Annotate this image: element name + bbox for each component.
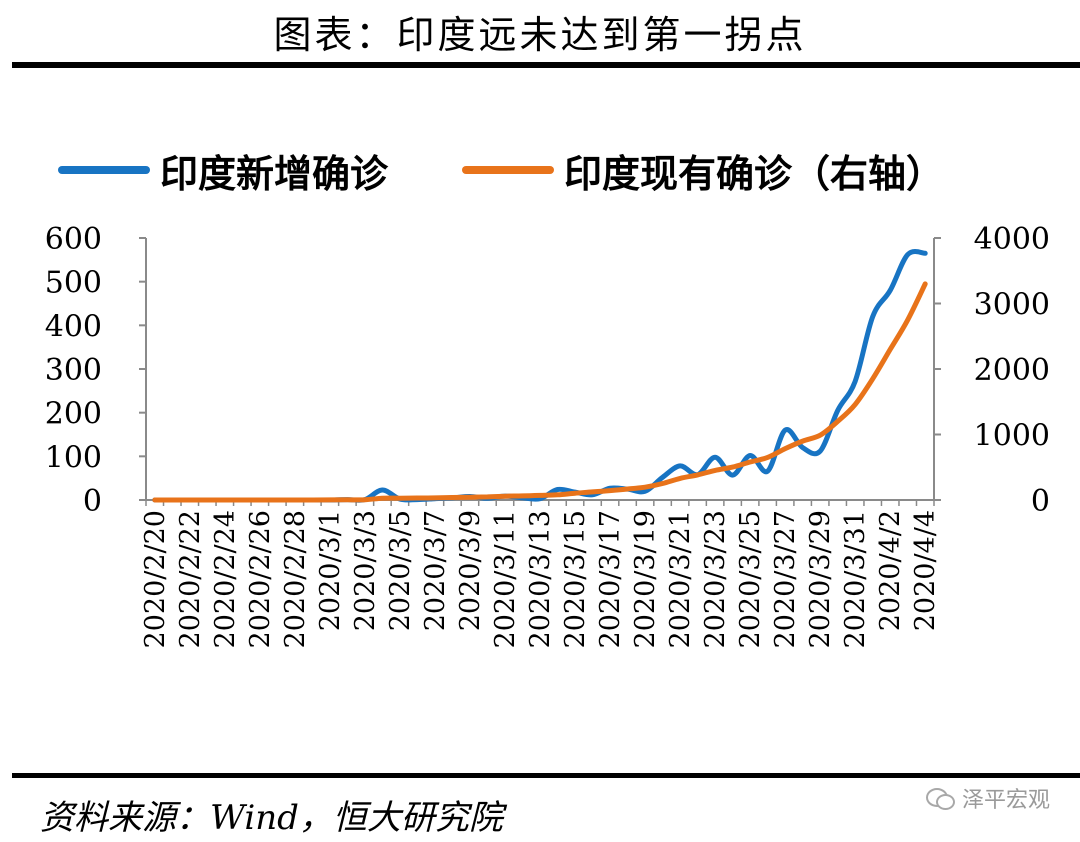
- x-tick-label: 2020/4/4: [910, 510, 941, 631]
- x-tick-label: 2020/3/25: [735, 510, 766, 648]
- bottom-rule: [12, 773, 1080, 778]
- chart-title: 图表：印度远未达到第一拐点: [273, 13, 807, 57]
- x-tick-label: 2020/3/13: [525, 510, 556, 648]
- x-tick-label: 2020/3/31: [840, 510, 871, 648]
- legend-label-active-cases: 印度现有确诊（右轴）: [564, 151, 945, 196]
- x-tick-label: 2020/3/21: [665, 510, 696, 648]
- y-left-tick-label: 100: [45, 440, 102, 475]
- y-left-tick-label: 200: [45, 397, 102, 432]
- y-left-tick-label: 600: [45, 222, 102, 257]
- chart-legend: 印度新增确诊 印度现有确诊（右轴）: [0, 140, 1080, 200]
- x-tick-label: 2020/3/17: [595, 510, 626, 648]
- y-right-tick-label: 4000: [974, 222, 1050, 257]
- x-tick-label: 2020/3/7: [420, 510, 451, 631]
- x-tick-label: 2020/3/9: [455, 510, 486, 631]
- top-rule: [12, 62, 1080, 68]
- x-tick-label: 2020/3/29: [805, 510, 836, 648]
- x-tick-label: 2020/3/11: [490, 510, 521, 648]
- legend-item-new-cases: 印度新增确诊: [58, 140, 388, 200]
- watermark-text: 泽平宏观: [961, 788, 1050, 813]
- x-tick-label: 2020/3/5: [385, 510, 416, 631]
- series-line-active-cases: [152, 281, 928, 503]
- x-tick-label: 2020/2/24: [210, 510, 241, 648]
- x-tick-label: 2020/3/15: [560, 510, 591, 648]
- x-tick-label: 2020/3/27: [770, 510, 801, 648]
- x-tick-label: 2020/2/26: [245, 510, 276, 648]
- legend-line-new-cases: [58, 166, 150, 174]
- x-tick-label: 2020/3/23: [700, 510, 731, 648]
- x-tick-label: 2020/2/28: [280, 510, 311, 648]
- y-right-tick-label: 3000: [974, 288, 1050, 323]
- y-left-tick-label: 500: [45, 266, 102, 301]
- wechat-icon: [925, 786, 956, 810]
- x-tick-label: 2020/3/19: [630, 510, 661, 648]
- x-tick-label: 2020/2/22: [175, 510, 206, 648]
- source-note: 资料来源：Wind，恒大研究院: [40, 798, 503, 838]
- legend-label-new-cases: 印度新增确诊: [160, 151, 389, 196]
- series-line-new-cases: [152, 249, 928, 503]
- x-tick-label: 2020/3/1: [315, 510, 346, 631]
- y-right-tick-label: 1000: [974, 419, 1050, 454]
- x-tick-label: 2020/3/3: [350, 510, 381, 631]
- x-tick-label: 2020/4/2: [875, 510, 906, 631]
- legend-item-active-cases: 印度现有确诊（右轴）: [462, 140, 944, 200]
- y-left-tick-label: 400: [45, 309, 102, 344]
- x-tick-label: 2020/2/20: [140, 510, 171, 648]
- y-left-tick-label: 300: [45, 353, 102, 388]
- watermark: 泽平宏观: [925, 778, 1050, 818]
- y-right-tick-label: 0: [1031, 484, 1050, 519]
- legend-line-active-cases: [462, 166, 554, 174]
- y-left-tick-label: 0: [83, 484, 102, 519]
- y-right-tick-label: 2000: [974, 353, 1050, 388]
